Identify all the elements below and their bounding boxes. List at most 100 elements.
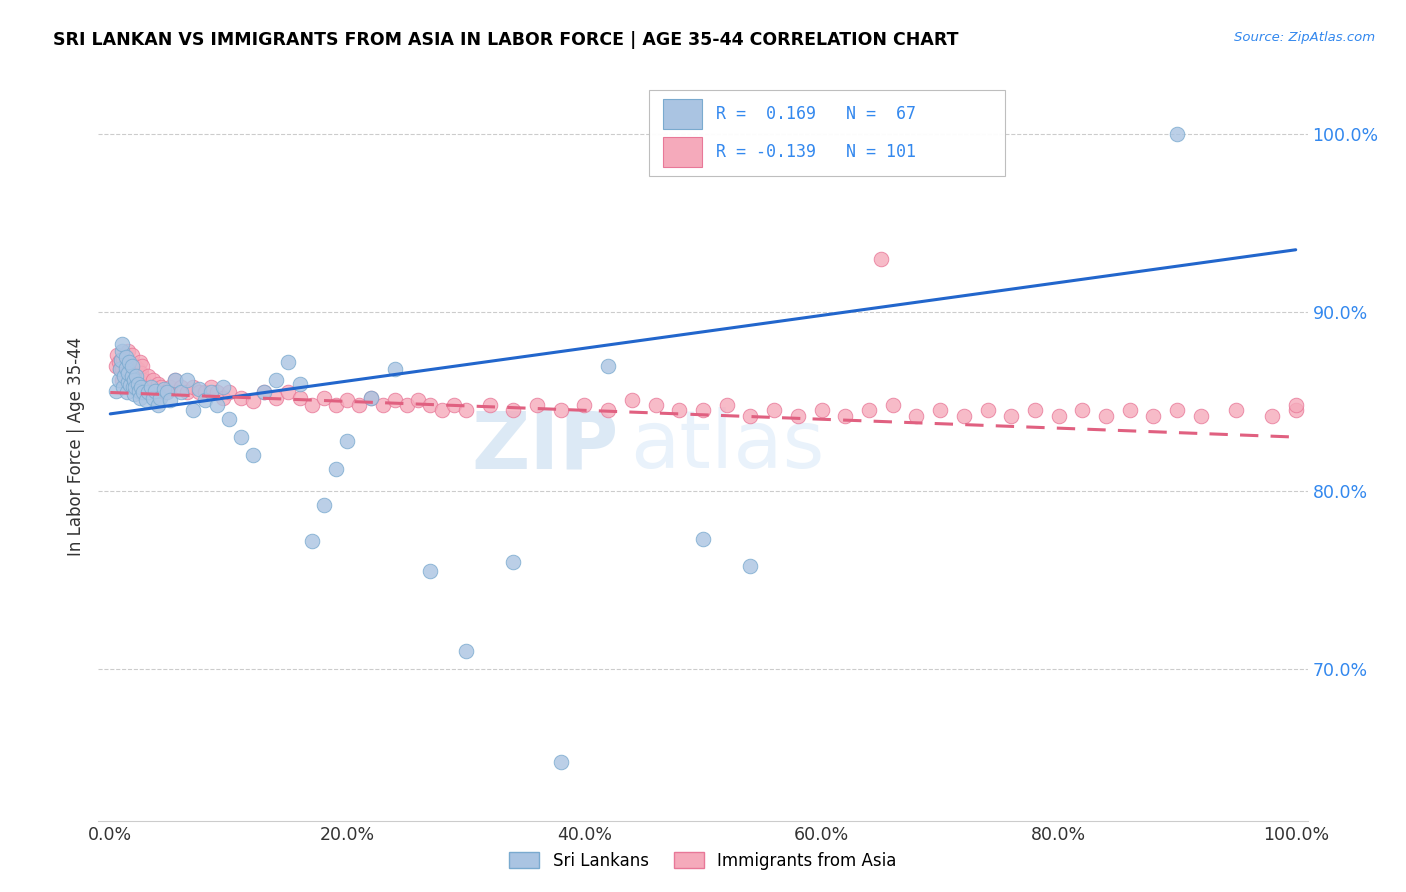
Point bbox=[170, 380, 193, 394]
Point bbox=[118, 355, 141, 369]
Point bbox=[115, 366, 138, 380]
Point bbox=[336, 392, 359, 407]
Point bbox=[135, 392, 157, 407]
Point bbox=[360, 391, 382, 405]
Point bbox=[502, 555, 524, 569]
Point bbox=[111, 344, 134, 359]
Point bbox=[139, 380, 162, 394]
Text: R = -0.139   N = 101: R = -0.139 N = 101 bbox=[716, 143, 917, 161]
Point bbox=[212, 380, 235, 394]
Point bbox=[242, 448, 264, 462]
Point bbox=[120, 359, 142, 373]
Point bbox=[502, 403, 524, 417]
Point bbox=[142, 391, 165, 405]
Point bbox=[170, 385, 193, 400]
Point bbox=[105, 359, 128, 373]
Point bbox=[181, 380, 204, 394]
Point bbox=[131, 359, 153, 373]
Point bbox=[1225, 403, 1247, 417]
Point bbox=[149, 391, 172, 405]
Point bbox=[598, 403, 620, 417]
Point bbox=[122, 387, 145, 401]
Point bbox=[188, 382, 211, 396]
Point bbox=[574, 398, 596, 412]
Point bbox=[740, 558, 762, 573]
Text: Source: ZipAtlas.com: Source: ZipAtlas.com bbox=[1234, 31, 1375, 45]
Point bbox=[112, 380, 135, 394]
Point bbox=[277, 385, 299, 400]
Point bbox=[125, 368, 148, 382]
Point bbox=[229, 430, 252, 444]
Point bbox=[443, 398, 465, 412]
Point bbox=[478, 398, 501, 412]
Point bbox=[121, 380, 143, 394]
Text: ZIP: ZIP bbox=[471, 407, 619, 485]
Point bbox=[120, 378, 142, 392]
Point bbox=[347, 398, 370, 412]
Bar bbox=[664, 99, 702, 128]
Point bbox=[384, 392, 406, 407]
Point bbox=[419, 398, 441, 412]
Point bbox=[419, 564, 441, 578]
Point bbox=[242, 394, 264, 409]
Point bbox=[1166, 127, 1188, 141]
Point bbox=[264, 373, 287, 387]
Point bbox=[205, 385, 228, 400]
Point bbox=[111, 362, 134, 376]
Point bbox=[105, 348, 128, 362]
Point bbox=[929, 403, 952, 417]
Point bbox=[142, 373, 165, 387]
Point bbox=[253, 385, 276, 400]
Point bbox=[301, 533, 323, 548]
Point bbox=[176, 385, 198, 400]
Point bbox=[111, 373, 134, 387]
Point bbox=[146, 398, 169, 412]
Point bbox=[550, 755, 572, 769]
Point bbox=[139, 380, 162, 394]
Point bbox=[156, 385, 179, 400]
Point bbox=[114, 350, 136, 364]
Point bbox=[110, 353, 132, 368]
Point bbox=[194, 392, 217, 407]
Point bbox=[692, 403, 714, 417]
Point bbox=[122, 373, 145, 387]
Point bbox=[205, 398, 228, 412]
Point bbox=[550, 403, 572, 417]
Point bbox=[526, 398, 548, 412]
Point bbox=[288, 391, 311, 405]
Point bbox=[121, 359, 143, 373]
Point bbox=[360, 391, 382, 405]
Point bbox=[165, 373, 187, 387]
Text: SRI LANKAN VS IMMIGRANTS FROM ASIA IN LABOR FORCE | AGE 35-44 CORRELATION CHART: SRI LANKAN VS IMMIGRANTS FROM ASIA IN LA… bbox=[53, 31, 959, 49]
Point bbox=[620, 392, 643, 407]
Point bbox=[129, 391, 152, 405]
Point bbox=[114, 357, 136, 371]
Point bbox=[454, 403, 477, 417]
Point bbox=[1047, 409, 1070, 423]
Point bbox=[432, 403, 454, 417]
Point bbox=[1024, 403, 1046, 417]
Point bbox=[692, 532, 714, 546]
Point bbox=[153, 385, 176, 400]
Point bbox=[253, 385, 276, 400]
Point bbox=[128, 384, 150, 398]
Point bbox=[165, 373, 187, 387]
Point bbox=[111, 337, 134, 351]
Point bbox=[117, 375, 139, 389]
Point bbox=[371, 398, 394, 412]
Point bbox=[108, 362, 131, 376]
Point bbox=[1071, 403, 1094, 417]
Point bbox=[264, 391, 287, 405]
Point bbox=[312, 391, 335, 405]
Point bbox=[200, 380, 222, 394]
Point bbox=[110, 353, 132, 368]
Point bbox=[159, 392, 181, 407]
Point bbox=[117, 366, 139, 380]
Bar bbox=[664, 136, 702, 167]
Point bbox=[114, 368, 136, 382]
Point bbox=[976, 403, 998, 417]
Point bbox=[135, 380, 157, 394]
Point bbox=[668, 403, 690, 417]
Point bbox=[1166, 403, 1188, 417]
Point bbox=[1189, 409, 1212, 423]
